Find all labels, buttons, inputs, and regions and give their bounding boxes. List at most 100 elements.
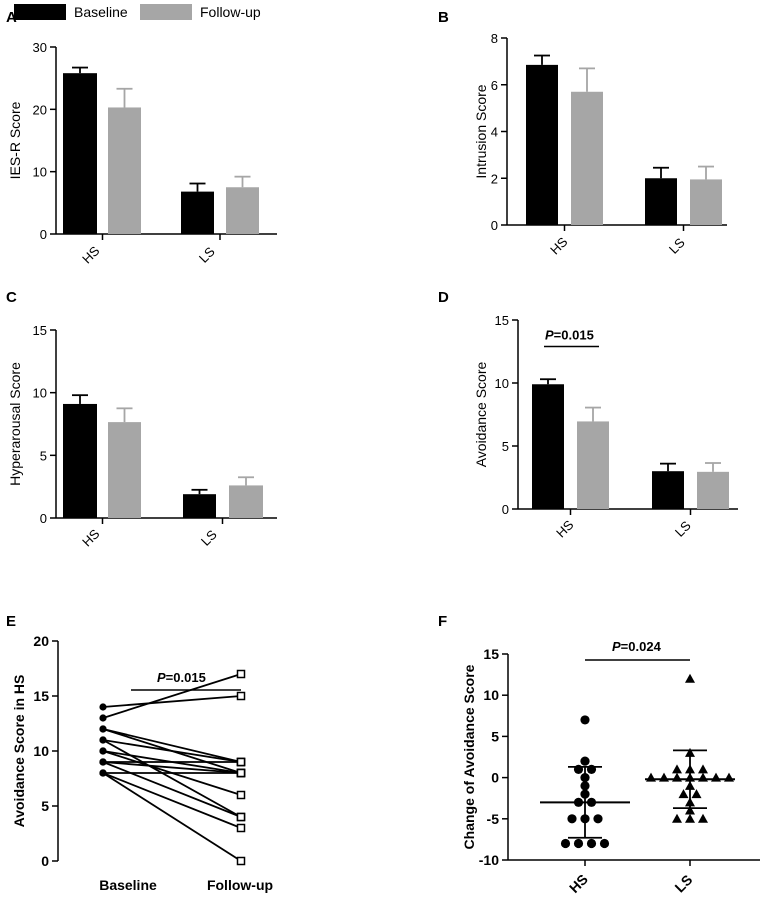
panel-f-ls-point — [724, 772, 734, 782]
panel-e-followup-point — [236, 691, 246, 701]
panel-d-bar-baseline-ls — [652, 471, 684, 509]
panel-e-pair-line — [102, 728, 242, 763]
panel-d-p-value: P=0.015 — [545, 327, 594, 342]
panel-b-x-tick-label: HS — [547, 234, 571, 258]
panel-e-x-category-label: Follow-up — [207, 877, 273, 893]
panel-b-y-tick-label: 8 — [491, 31, 498, 46]
panel-f-ls-point — [685, 813, 695, 823]
panel-e-baseline-point — [99, 703, 107, 711]
panel-f-y-tick-label: 15 — [483, 646, 499, 662]
panel-c-y-axis-label: Hyperarousal Score — [7, 362, 23, 486]
panel-d-bar-baseline-hs — [532, 384, 564, 509]
panel-f-ls-point — [711, 772, 721, 782]
panel-f-ls-point — [672, 764, 682, 774]
panel-letter-b: B — [438, 9, 449, 26]
panel-a-y-tick-label: 20 — [33, 102, 47, 117]
panel-e-x-category-label: Baseline — [99, 877, 157, 893]
panel-e-baseline-point — [99, 714, 107, 722]
panel-d-bar-chart: 0 5 10 15 HS LS Avoidance Score P=0.015 — [473, 313, 738, 541]
panel-e-followup-point — [236, 757, 246, 767]
panel-b-y-tick-label: 6 — [491, 78, 498, 93]
panel-letter-e: E — [6, 613, 16, 630]
panel-d-x-tick-label: HS — [553, 517, 577, 541]
panel-e-followup-point — [236, 768, 246, 778]
panel-b-bar-follow-up-ls — [690, 179, 722, 225]
panel-c-y-tick-label: 5 — [40, 448, 47, 463]
panel-f-hs-point — [573, 838, 584, 849]
panel-d-bar-follow-up-hs — [577, 421, 609, 509]
panel-e-followup-point — [236, 856, 246, 866]
panel-f-hs-point — [567, 814, 577, 824]
panel-f-ls-point — [691, 789, 702, 799]
panel-e-baseline-point — [99, 725, 107, 733]
panel-f-y-tick-label: 0 — [491, 770, 499, 786]
panel-b-y-tick-label: 4 — [491, 125, 498, 140]
panel-b-bar-baseline-hs — [526, 64, 558, 225]
panel-c-y-tick-label: 0 — [40, 511, 47, 526]
panel-f-hs-point — [580, 756, 590, 766]
panel-f-x-tick-label: LS — [671, 871, 695, 895]
panel-d-bar-follow-up-ls — [697, 471, 729, 509]
panel-b-bar-chart: 0 2 4 6 8 HS LS Intrusion Score — [473, 31, 727, 258]
panel-a-bar-chart: 0 10 20 30 HS LS IES-R Score — [7, 40, 277, 267]
panel-d-y-tick-label: 15 — [495, 313, 509, 328]
panel-f-ls-point — [672, 772, 682, 782]
panel-a-y-tick-label: 30 — [33, 40, 47, 55]
panel-b-bar-follow-up-hs — [571, 91, 603, 225]
panel-e-p-value: P=0.015 — [157, 670, 206, 685]
panel-f-ls-point — [698, 772, 708, 782]
panel-a-bar-baseline-hs — [63, 73, 97, 235]
panel-f-hs-point — [586, 838, 597, 849]
panel-e-y-tick-label: 15 — [33, 688, 49, 704]
panel-f-y-axis-label: Change of Avoidance Score — [461, 664, 477, 849]
panel-c-bar-chart: 0 5 10 15 HS LS Hyperarousal Score — [7, 323, 277, 550]
panel-c-bar-follow-up-ls — [229, 485, 263, 518]
panel-d-y-tick-label: 5 — [502, 439, 509, 454]
panel-e-y-axis-label: Avoidance Score in HS — [11, 675, 27, 828]
legend-baseline-swatch — [14, 4, 66, 20]
panel-c-bar-baseline-hs — [63, 403, 97, 518]
panel-e-y-tick-label: 20 — [33, 633, 49, 649]
panel-b-y-tick-label: 0 — [491, 218, 498, 233]
legend-followup-swatch — [140, 4, 192, 20]
panel-f-y-tick-label: -5 — [487, 811, 500, 827]
panel-c-bar-baseline-ls — [183, 494, 216, 518]
legend-followup-label: Follow-up — [200, 4, 261, 20]
panel-b-y-axis-label: Intrusion Score — [473, 84, 489, 178]
panel-b-y-tick-label: 2 — [491, 171, 498, 186]
panel-letter-f: F — [438, 613, 447, 630]
panel-e-followup-point — [236, 812, 246, 822]
panel-c-y-tick-label: 15 — [33, 323, 47, 338]
panel-e-pair-line — [102, 728, 242, 774]
panel-a-bar-baseline-ls — [181, 191, 214, 234]
panel-e-followup-point — [236, 790, 246, 800]
panel-e-pair-line — [102, 673, 242, 719]
panel-f-hs-point — [560, 838, 571, 849]
panel-letter-a: A — [6, 9, 17, 26]
panel-a-bar-follow-up-ls — [226, 187, 259, 234]
panel-e-y-tick-label: 10 — [33, 743, 49, 759]
panel-f-ls-point — [672, 813, 682, 823]
panel-f-ls-point — [678, 789, 689, 799]
panel-e-followup-point — [236, 823, 246, 833]
panel-e-followup-point — [236, 669, 246, 679]
panel-f-ls-point — [698, 764, 708, 774]
panel-f-ls-point — [646, 772, 656, 782]
panel-e-pair-line — [102, 772, 242, 829]
panel-a-x-tick-label: LS — [196, 244, 218, 266]
panel-e-baseline-point — [99, 769, 107, 777]
panel-a-y-axis-label: IES-R Score — [7, 101, 23, 179]
panel-c-bar-follow-up-hs — [108, 422, 141, 518]
panel-letter-d: D — [438, 289, 449, 306]
panel-e-pair-line — [102, 695, 242, 708]
panel-f-scatter-chart: -10 -5 0 5 10 15 HS LS Change of Avoidance Score… — [461, 639, 760, 896]
panel-c-x-tick-label: LS — [198, 527, 220, 549]
panel-e-baseline-point — [99, 747, 107, 755]
panel-a-y-tick-label: 0 — [40, 227, 47, 242]
panel-d-x-tick-label: LS — [672, 518, 694, 540]
panel-d-y-axis-label: Avoidance Score — [473, 361, 489, 467]
panel-c-y-tick-label: 10 — [33, 386, 47, 401]
panel-b-bar-baseline-ls — [645, 178, 677, 225]
panel-f-x-tick-label: HS — [566, 871, 591, 896]
